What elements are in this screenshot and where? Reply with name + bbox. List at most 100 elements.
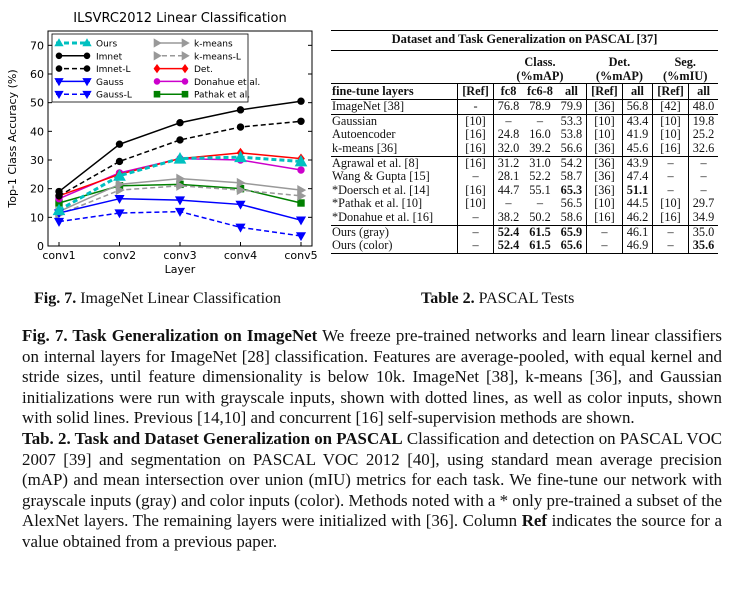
table-cell: [16] [456,128,495,142]
table-cell: 39.2 [529,140,551,155]
table-cell: 48.0 [692,99,715,114]
row-label: Gaussian [331,113,458,129]
table-cell: [16] [651,210,690,226]
legend-marker [54,90,64,100]
table-cell: – [700,182,707,197]
table-cell: – [456,170,495,184]
data-point [295,216,307,226]
caption-body: Fig. 7. Task Generalization on ImageNet … [22,326,722,553]
data-point [297,199,305,207]
row-label: Ours (color) [331,238,458,254]
table-cell: 47.4 [626,169,649,184]
header-cell: fc6-8 [522,82,558,101]
x-tick-label: conv2 [103,249,136,262]
header-cell: fine-tune layers [331,82,458,101]
table-caption-text: PASCAL Tests [478,290,575,307]
legend-marker [181,78,189,85]
table-title: Dataset and Task Generalization on PASCA… [331,30,718,51]
data-point [236,123,245,131]
table-row: Ours (gray) –52.4 61.5 65.9–46.1–35.0 [331,224,718,240]
chart-canvas: ILSVRC2012 Linear Classification 0 10 20 30 4… [6,11,318,276]
table-cell: 43.9 [622,155,653,171]
legend-label: k-means [194,40,233,50]
table-cell: 50.2 [529,209,551,224]
table-cell: 79.9 [560,99,583,114]
table-cell: – [651,155,690,171]
data-point [297,117,305,126]
table-cell: [16] [651,141,690,157]
table-row: Gaussian [10] – –53.3 [10] 43.4 [10] 19.8 [331,113,718,129]
table-cell: [16] [456,141,495,157]
data-point [173,152,187,164]
data-point [53,217,65,227]
x-axis-label: Layer [165,263,196,276]
data-point [236,177,246,188]
table-cell: 56.6 [560,140,583,155]
y-tick-label: 50 [30,97,44,110]
data-point [236,106,245,114]
figure-caption-text: ImageNet Linear Classification [80,290,282,307]
table-cell: 51.1 [626,182,649,197]
data-point [234,150,247,163]
table-cell: 38.2 [497,209,520,224]
legend-label: Det. [194,65,213,75]
table-cell: 58.7 [560,169,583,184]
table-cell: 29.7 [692,196,715,211]
legend-marker [83,52,91,60]
data-point [297,185,307,196]
table-cell: 76.8 [497,99,520,114]
header-cell: all [557,82,587,101]
table-cell: 32.0 [497,140,520,155]
table-cell: 78.9 [529,99,551,114]
legend-marker [55,65,63,72]
legend-marker [55,52,63,60]
chart-title: ILSVRC2012 Linear Classification [73,11,286,26]
legend-label: Donahue et al. [194,78,260,88]
figure-caption-label: Fig. 7. [34,290,77,307]
x-tick-label: conv5 [284,249,317,262]
table-cell: – [536,196,544,211]
table-cell: [36] [585,155,624,171]
table-cell: 53.3 [557,113,587,129]
table-row: *Donahue et al. [16] –38.2 50.2 58.6 [16] 46.… [331,209,718,226]
y-tick-label: 20 [30,183,44,196]
table-cell: – [585,224,624,240]
legend-marker [83,65,91,72]
y-axis-label: Top-1 Class Accuracy (%) [6,69,19,208]
table-description: Tab. 2. Task and Dataset Generalization … [22,428,722,551]
data-point [297,97,305,105]
table-cell: 43.4 [622,113,653,129]
table-cell: 53.8 [560,127,583,142]
table-cell: 61.5 [522,224,558,240]
table-cell: 44.7 [497,182,520,197]
header-cell: all [622,82,653,101]
table-cell: – [651,224,690,240]
data-point [113,169,126,181]
data-point [297,166,305,174]
data-point [176,119,184,127]
table-cell: 58.6 [560,209,583,224]
figure-description: Fig. 7. Task Generalization on ImageNet … [22,326,722,428]
legend-marker [181,63,189,74]
figure-caption: Fig. 7. ImageNet Linear Classification [34,290,281,308]
data-point [115,179,125,190]
table-cell: 35.0 [688,224,718,240]
table-cell: 31.2 [493,155,523,171]
table-cell: – [456,238,495,254]
table-cell: 61.5 [522,238,558,254]
data-point [115,157,124,166]
data-point [174,196,186,206]
table-row: ImageNet [38] -76.8 78.9 79.9 [36] 56.8 [42] 48… [331,100,718,115]
table-cell: – [700,169,707,184]
legend-label: Ours [96,40,117,50]
table-cell: – [651,238,690,254]
legend-marker [153,51,162,61]
header-cell: [Ref] [651,82,690,101]
table-cell: 65.3 [560,182,583,197]
table-cell: 56.8 [626,99,649,114]
table-cell: [16] [456,155,495,171]
table-row: Agrawal et al. [8] [16] 31.2 31.0 54.2 [36] 43… [331,155,718,171]
data-point [294,154,308,167]
table-cell: 45.6 [626,140,649,155]
legend-label: Imnet [96,52,123,62]
